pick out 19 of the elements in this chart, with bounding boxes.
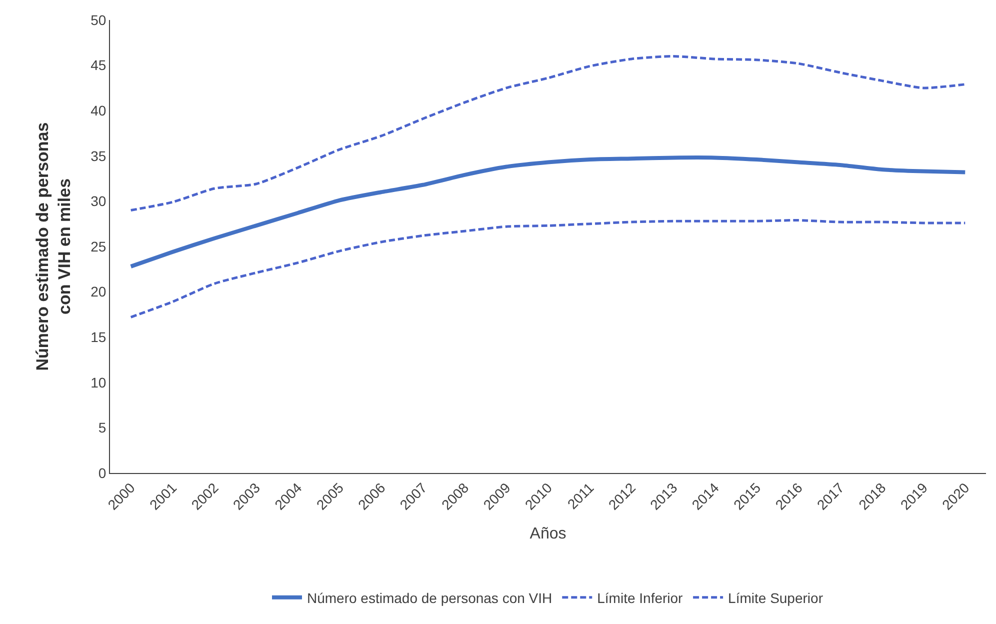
y-tick-label: 0 <box>98 464 106 481</box>
y-tick-label: 35 <box>90 148 106 164</box>
line-series <box>130 218 966 318</box>
y-tick-label: 5 <box>98 420 106 436</box>
legend-label: Número estimado de personas con VIH <box>307 590 552 606</box>
line-series <box>130 54 966 212</box>
line-series <box>128 156 968 268</box>
y-tick-label: 30 <box>90 193 106 210</box>
y-tick-label: 10 <box>90 374 106 390</box>
y-axis-title: Número estimado de personas con VIH en miles <box>33 122 74 371</box>
y-tick-label: 15 <box>90 329 106 345</box>
y-tick-label: 20 <box>90 284 106 300</box>
y-tick-label: 45 <box>90 57 106 74</box>
legend-label: Límite Inferior <box>597 590 684 606</box>
x-axis-title: Años <box>530 526 566 543</box>
y-tick-label: 50 <box>90 12 106 28</box>
legend-label: Límite Superior <box>728 590 824 606</box>
y-tick-label: 40 <box>90 102 106 118</box>
y-tick-label: 25 <box>90 238 106 254</box>
